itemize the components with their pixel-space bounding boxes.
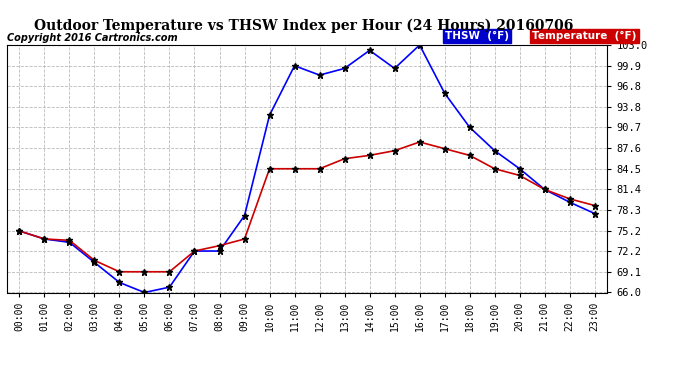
Text: Copyright 2016 Cartronics.com: Copyright 2016 Cartronics.com: [7, 33, 177, 42]
Text: THSW  (°F): THSW (°F): [445, 31, 509, 41]
Text: Temperature  (°F): Temperature (°F): [532, 31, 637, 41]
Text: Outdoor Temperature vs THSW Index per Hour (24 Hours) 20160706: Outdoor Temperature vs THSW Index per Ho…: [34, 19, 573, 33]
